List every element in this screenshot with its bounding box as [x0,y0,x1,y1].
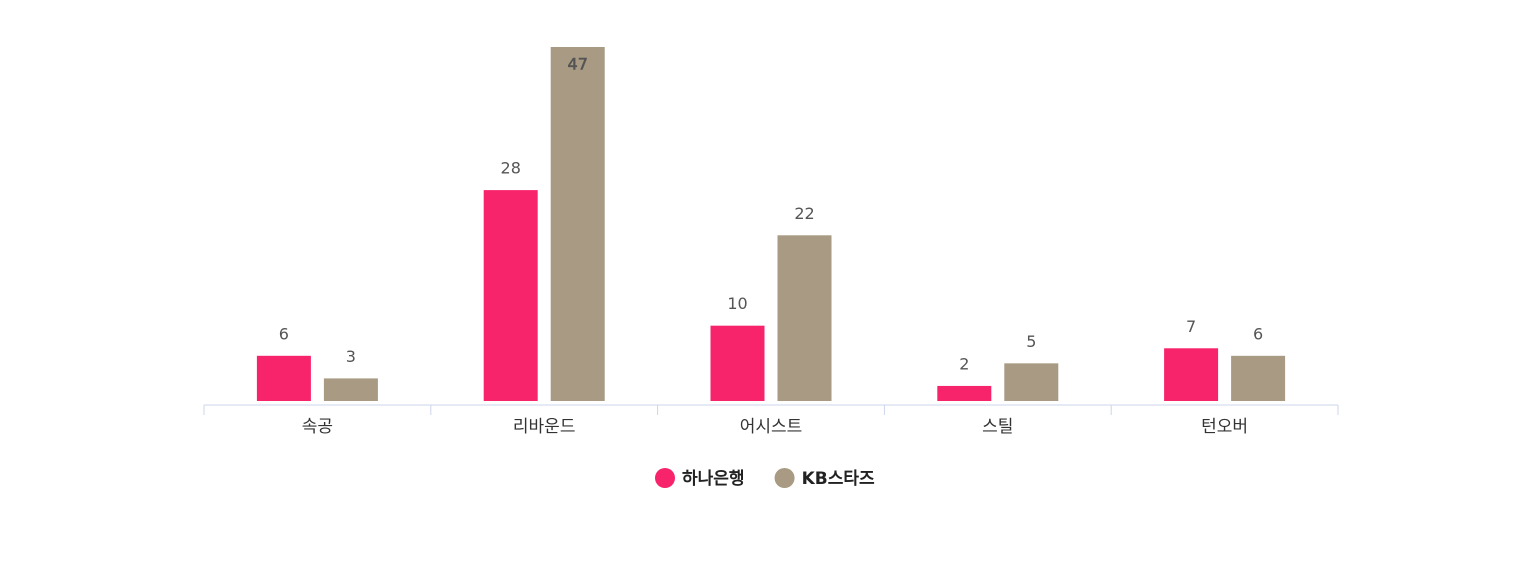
data-label: 2 [959,354,969,373]
legend-label: KB스타즈 [802,469,875,489]
data-label: 3 [346,347,356,366]
bar [937,385,992,401]
data-label: 47 [568,55,588,74]
data-label: 10 [727,294,747,313]
data-label: 22 [794,204,814,223]
bar [550,47,605,401]
data-label: 7 [1186,317,1196,336]
x-tick-label: 어시스트 [740,417,803,437]
bar [256,355,311,401]
x-tick-label: 속공 [302,417,333,437]
legend-marker [774,468,795,488]
bar [1231,355,1286,401]
bar [323,378,378,401]
bar [483,190,538,401]
data-label: 6 [1253,324,1263,343]
data-label: 28 [501,159,521,178]
legend-label: 하나은행 [682,469,745,489]
bar [1164,348,1219,401]
bar [710,325,765,401]
x-tick-label: 리바운드 [513,417,576,437]
x-tick-label: 턴오버 [1201,417,1248,437]
bar [1004,363,1059,401]
data-label: 5 [1026,332,1036,351]
x-tick-label: 스틸 [982,417,1013,437]
bar [777,235,832,401]
data-label: 6 [279,324,289,343]
legend-marker [655,468,675,488]
